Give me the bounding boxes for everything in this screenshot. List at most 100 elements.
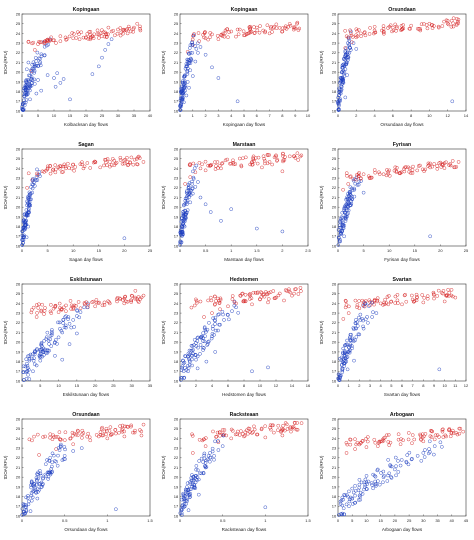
high-point [416,26,420,31]
low-point [341,62,346,67]
low-point [198,335,203,340]
high-point [399,28,403,32]
low-point [103,48,107,52]
x-tick-label: 15 [68,113,73,118]
high-point [368,300,372,304]
x-tick-label: 4 [230,113,233,118]
low-point [32,481,36,486]
x-tick-label: 30 [421,518,426,523]
low-point [440,445,444,449]
low-point [374,482,378,486]
high-point [100,28,104,32]
x-tick-label: 5 [362,248,365,253]
high-point [138,297,143,301]
high-point [82,301,87,305]
low-point [39,473,43,478]
plot-frame [337,13,467,112]
y-tick-label: 23 [332,41,337,46]
low-point [356,182,361,187]
high-point [203,444,208,448]
low-point [214,328,218,333]
high-point [76,433,80,438]
x-tick-label: 2 [358,383,361,388]
low-point [386,473,390,478]
low-point [209,336,214,341]
low-point [45,351,50,355]
high-point [346,35,350,40]
low-point [190,348,194,353]
high-point [118,424,122,428]
high-point [192,303,197,308]
high-point [104,426,109,431]
high-point [42,41,46,45]
high-point [420,167,425,172]
low-point [50,328,54,332]
low-point [404,460,409,465]
x-tick-label: 4 [380,383,383,388]
high-point [109,163,114,167]
high-point [57,430,62,434]
low-point [348,342,353,346]
high-point [251,290,256,295]
high-point [280,428,284,432]
high-point [43,306,47,310]
high-point [296,158,300,162]
high-point [227,30,231,34]
high-point [131,430,135,435]
low-point [79,446,84,450]
low-point [26,210,30,214]
x-tick-label: 5 [351,518,354,523]
high-point [243,33,247,38]
high-point [292,426,296,431]
high-point [194,299,199,303]
low-point [31,369,35,374]
plot-frame [179,418,309,517]
low-point [350,496,354,501]
low-point [343,343,347,348]
low-point [46,477,50,481]
low-point [191,169,195,174]
low-point [183,354,187,358]
high-point [135,162,139,166]
low-point [39,88,43,93]
low-point [179,224,184,229]
low-point [47,342,51,346]
x-tick-label: 0 [337,248,340,253]
high-point [412,299,417,303]
high-point [361,172,366,176]
high-point [73,165,78,169]
low-point [25,67,29,72]
low-point [361,318,365,323]
low-point [350,336,355,341]
low-point [198,195,203,200]
y-tick-label: 16 [16,378,21,383]
high-point [104,160,108,165]
high-point [265,153,270,157]
y-tick-label: 26 [332,281,337,286]
high-point [454,165,459,169]
low-point [27,200,32,204]
x-tick-label: 10 [387,248,392,253]
low-point [189,353,194,358]
high-point [183,182,187,186]
high-point [354,35,359,40]
x-tick-label: 2 [204,113,207,118]
high-point [106,32,110,37]
y-tick-label: 25 [332,426,337,431]
high-point [355,440,360,445]
high-point [81,431,86,435]
high-point [34,303,39,307]
low-point [191,176,196,181]
x-axis-label: Arbogaan day flows [382,527,423,532]
y-tick-label: 24 [332,436,337,441]
low-point [186,366,191,370]
low-point [196,51,200,55]
low-point [350,486,355,491]
high-point [241,299,246,304]
x-tick-label: 16 [306,383,311,388]
low-point [188,43,193,47]
low-point [179,91,184,96]
high-point [385,168,389,172]
